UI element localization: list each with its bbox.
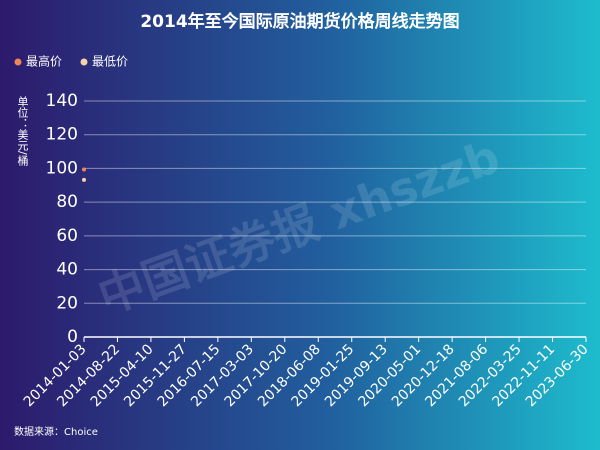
- data-point: [82, 177, 86, 182]
- y-tick-label: 140: [46, 91, 78, 111]
- y-tick-label: 80: [56, 192, 78, 212]
- chart-title: 2014年至今国际原油期货价格周线走势图: [140, 11, 459, 32]
- legend-marker: [14, 58, 22, 66]
- y-tick-label: 120: [46, 125, 78, 145]
- y-tick-label: 100: [46, 158, 78, 178]
- y-axis-label: 单位：美元/桶: [16, 96, 29, 167]
- legend-label: 最低价: [92, 55, 128, 69]
- y-tick-label: 60: [56, 226, 78, 246]
- source: 数据来源：Choice: [14, 425, 98, 438]
- legend-marker: [80, 58, 88, 66]
- y-tick-label: 20: [56, 293, 78, 313]
- y-tick-label: 0: [67, 327, 78, 347]
- data-point: [82, 167, 86, 172]
- y-tick-label: 40: [56, 260, 78, 280]
- legend-label: 最高价: [26, 54, 62, 69]
